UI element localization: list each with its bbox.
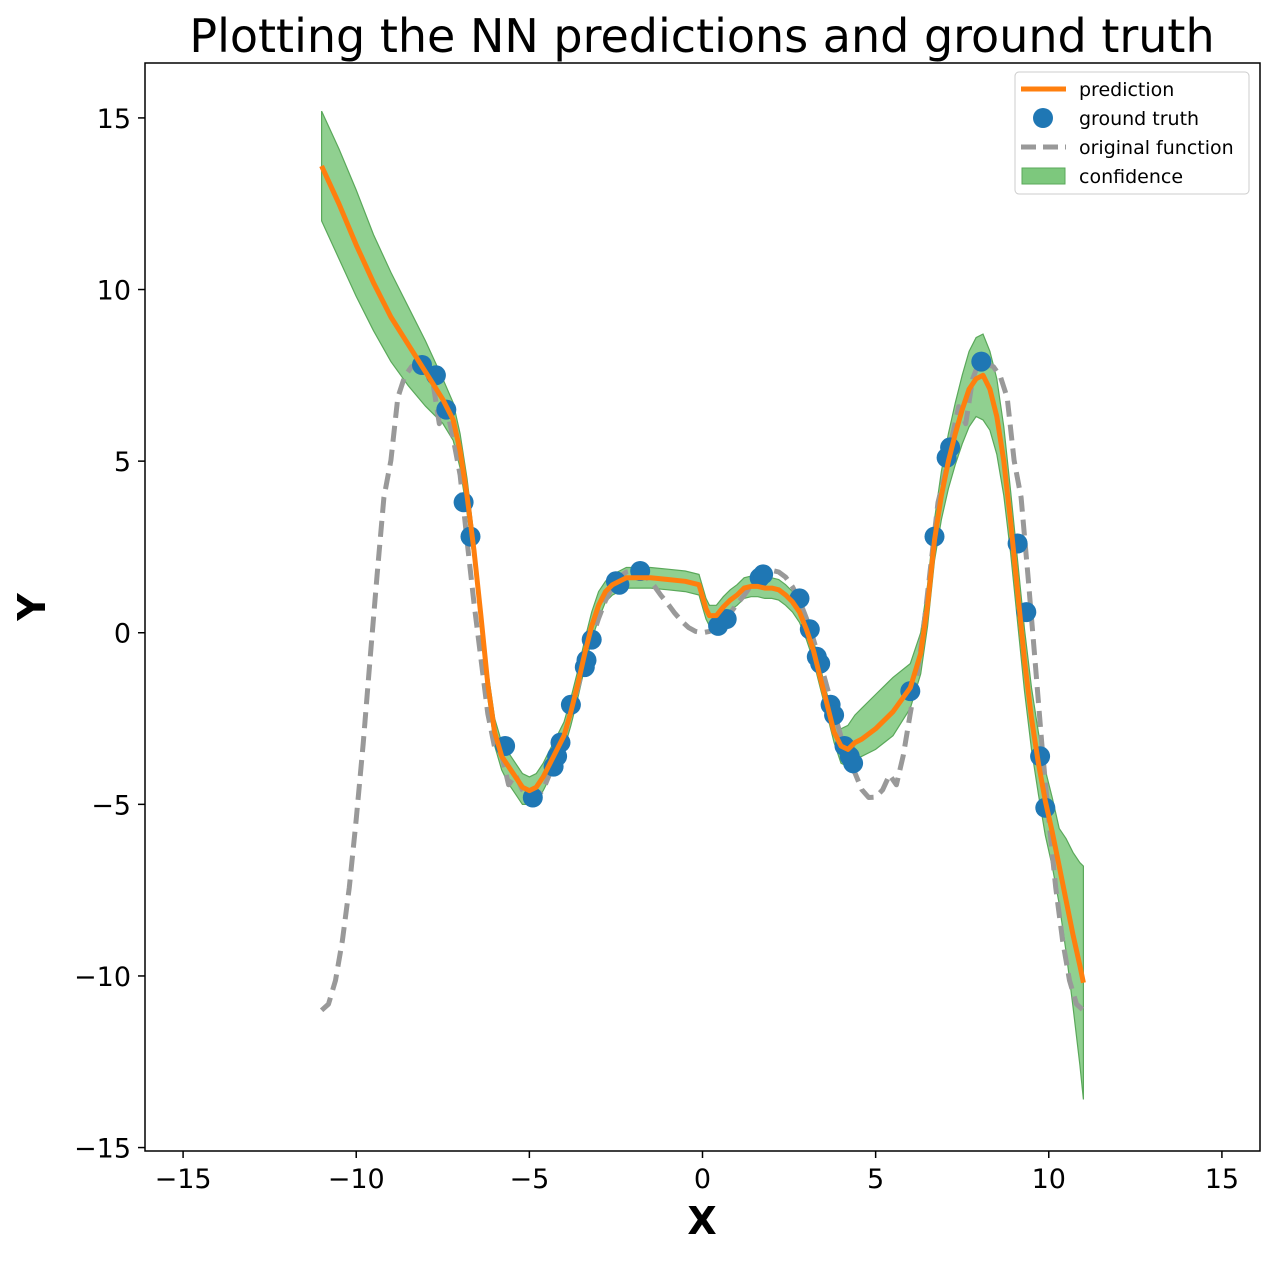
chart-title: Plotting the NN predictions and ground t… [189, 9, 1214, 63]
ground-truth-point [843, 753, 864, 774]
x-tick-label: 10 [1032, 1164, 1066, 1195]
axis-ticks: −15 −10 −5 0 5 10 15 15 10 5 0 −5 −10 −15 [74, 104, 1239, 1195]
y-tick-label: 0 [114, 619, 131, 650]
x-tick-label: 0 [694, 1164, 711, 1195]
y-tick-label: −5 [91, 790, 131, 821]
x-axis-label: X [687, 1199, 716, 1243]
legend-frame [1014, 71, 1250, 195]
y-tick-label: −15 [74, 1134, 131, 1165]
x-tick-label: −10 [328, 1164, 385, 1195]
y-axis-label: Y [10, 593, 54, 622]
plot-area [319, 110, 1086, 1100]
legend-label-ground-truth: ground truth [1079, 108, 1199, 130]
legend-swatch-confidence [1021, 167, 1066, 185]
y-tick-label: 10 [97, 276, 131, 307]
legend-label-original-function: original function [1079, 137, 1234, 159]
axes-frame [144, 62, 1261, 1152]
prediction-line [319, 164, 1086, 984]
y-tick-label: 5 [114, 447, 131, 478]
x-tick-label: −15 [155, 1164, 212, 1195]
ground-truth-point [716, 609, 737, 629]
x-tick-label: 15 [1205, 1164, 1239, 1195]
y-tick-label: −10 [74, 962, 131, 993]
legend: prediction ground truth original functio… [1014, 71, 1250, 195]
legend-label-confidence: confidence [1079, 166, 1183, 188]
legend-swatch-ground-truth [1033, 108, 1053, 128]
y-tick-label: 15 [97, 104, 131, 135]
x-tick-label: 5 [867, 1164, 884, 1195]
ground-truth-point [971, 351, 992, 372]
legend-label-prediction: prediction [1079, 79, 1174, 101]
x-tick-label: −5 [509, 1164, 549, 1195]
ground-truth-point [753, 564, 774, 585]
